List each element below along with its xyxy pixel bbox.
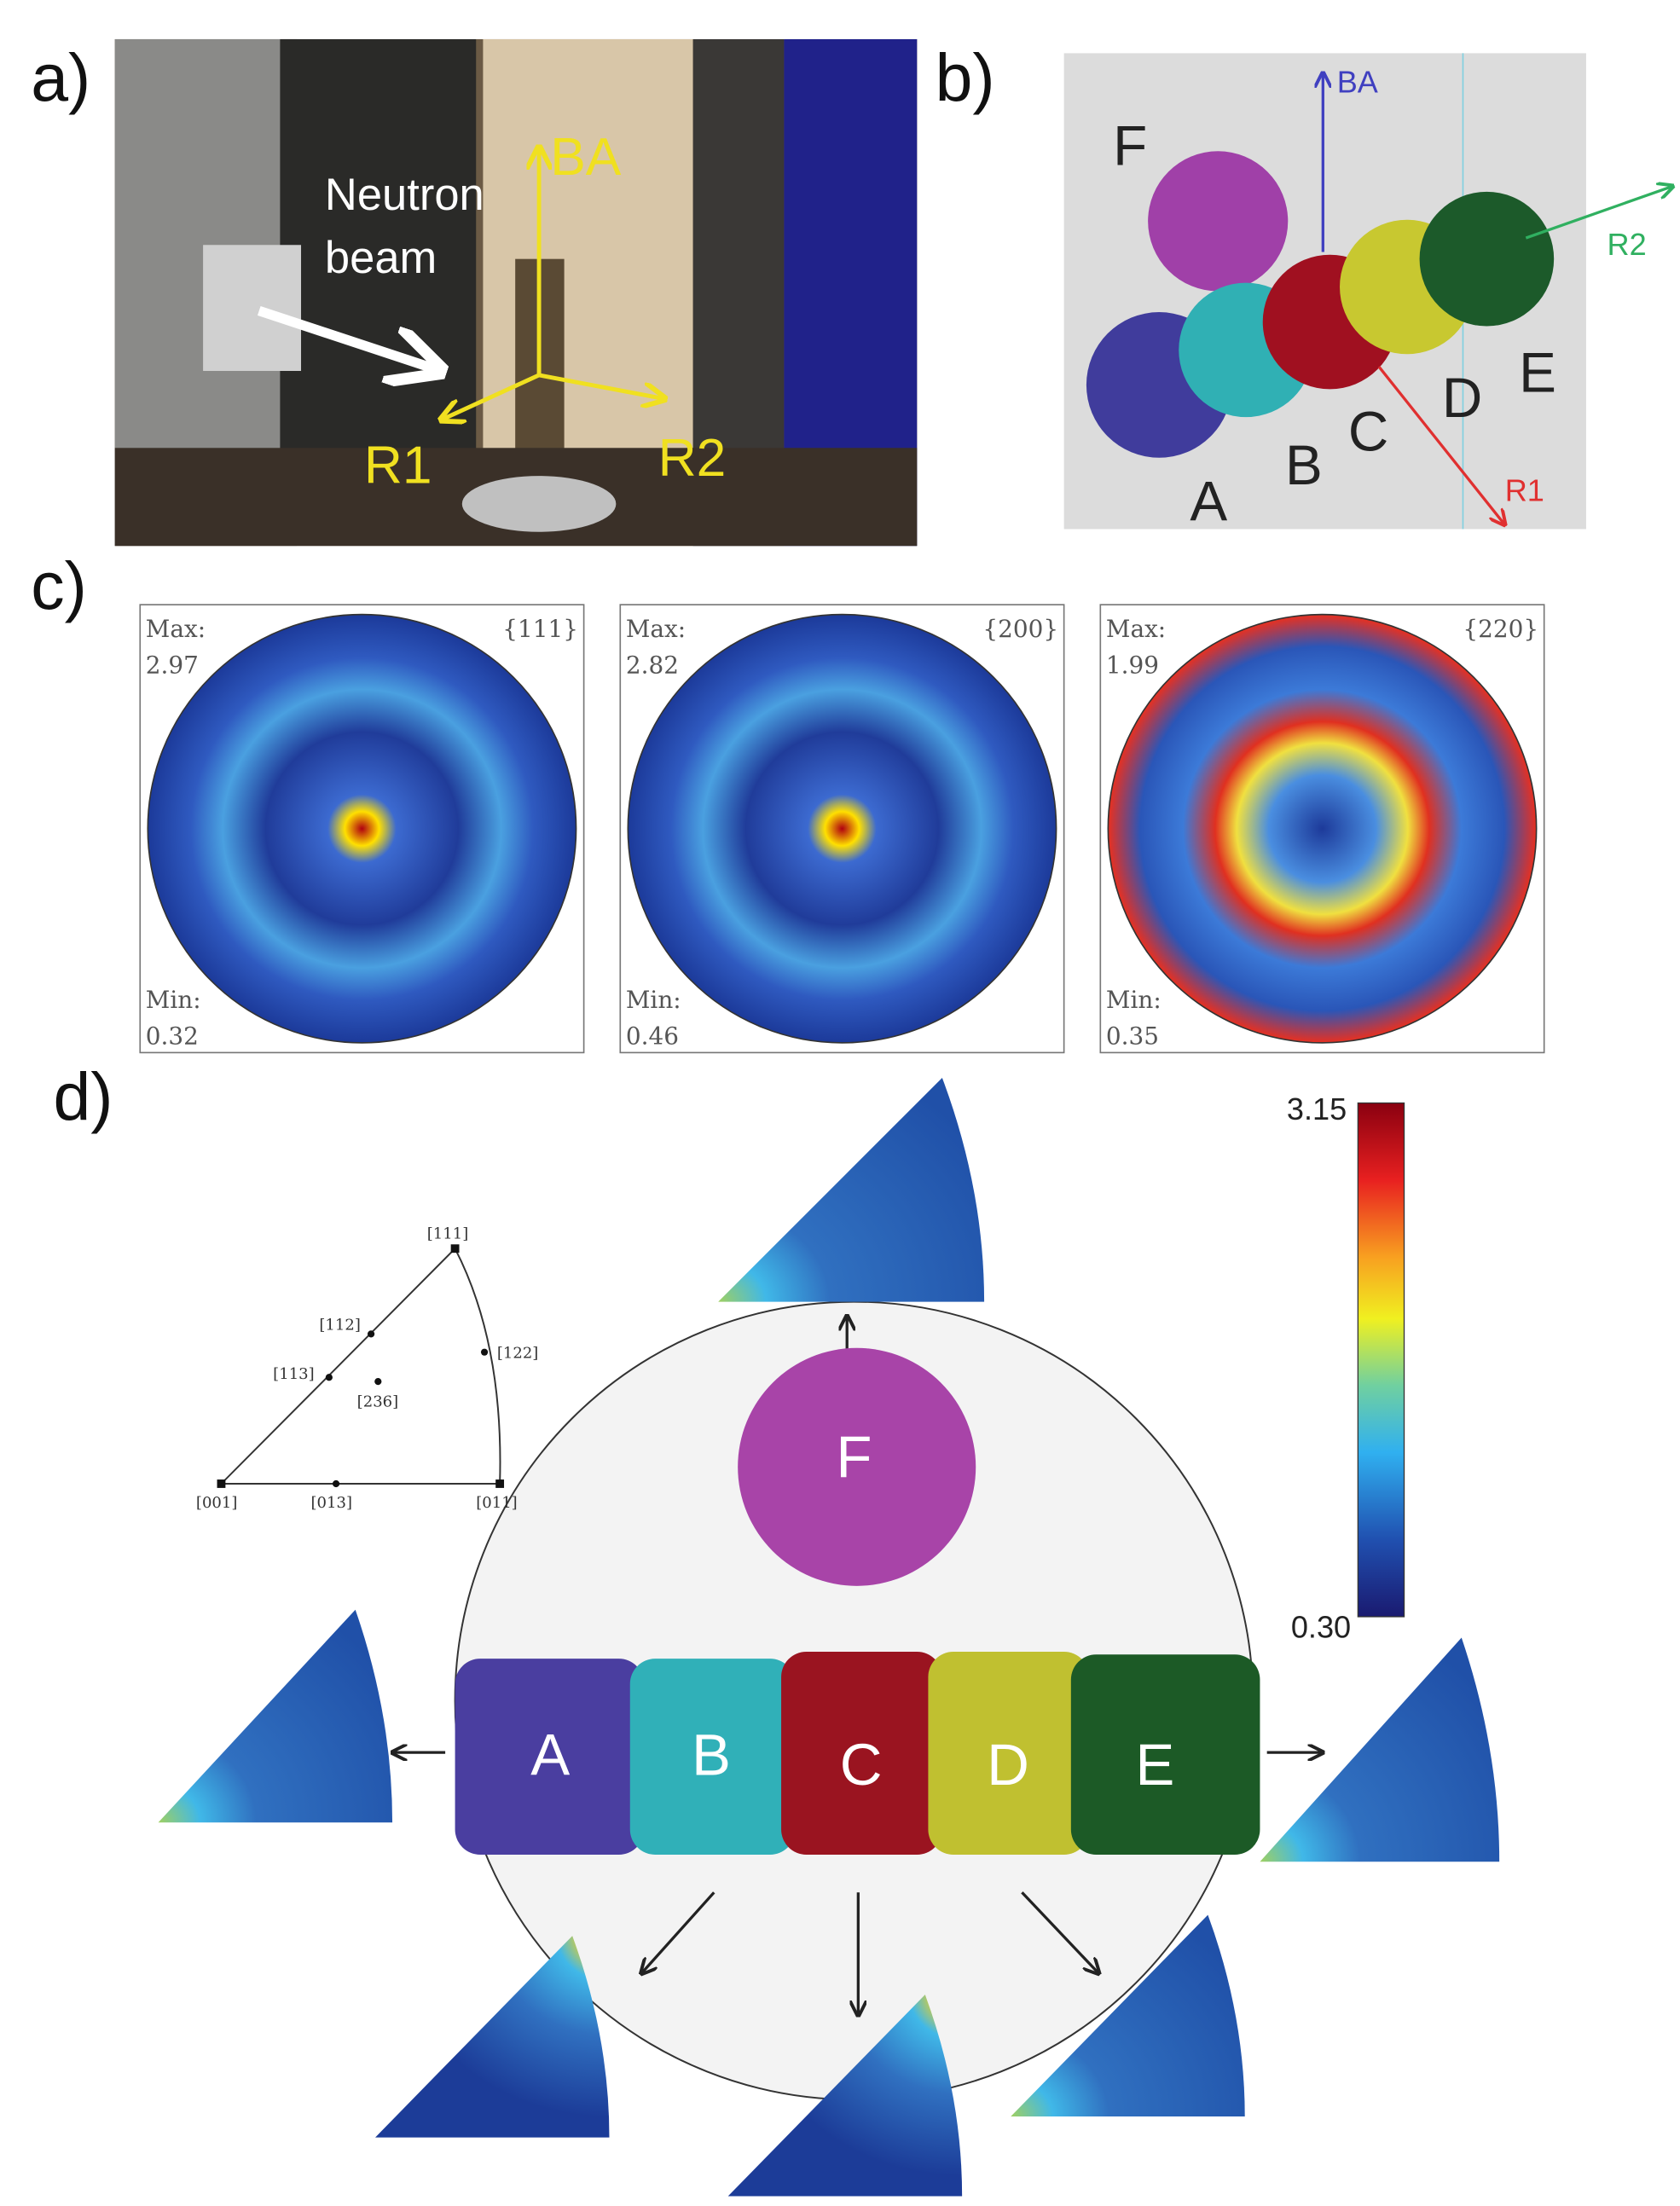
panel-label: d) — [53, 1059, 113, 1134]
max-value: 2.97 — [146, 651, 199, 680]
pole-figure — [628, 615, 1056, 1043]
key-label: [013] — [311, 1494, 353, 1512]
panel-label: b) — [936, 40, 995, 115]
photo — [115, 39, 918, 546]
annotation: beam — [325, 233, 437, 283]
cube-label: A — [530, 1722, 570, 1787]
pole-figure — [148, 615, 576, 1043]
cube-label: A — [1190, 471, 1227, 533]
max-value: 1.99 — [1106, 651, 1159, 680]
key-label: [236] — [357, 1393, 399, 1411]
cube-label: E — [1519, 342, 1556, 404]
max-value: 2.82 — [626, 651, 679, 680]
key-label: [001] — [196, 1494, 238, 1512]
cube-label: E — [1135, 1732, 1174, 1798]
max-label: Max: — [146, 615, 206, 643]
plane-label: {220} — [1463, 615, 1538, 643]
min-value: 0.46 — [626, 1022, 679, 1051]
max-label: Max: — [626, 615, 686, 643]
colorbar-label: 0.30 — [1291, 1610, 1351, 1645]
colorbar — [1358, 1103, 1404, 1617]
cube-label: F — [1113, 115, 1147, 177]
axis-label: R2 — [1608, 227, 1647, 262]
axis-label: BA — [550, 128, 622, 187]
min-label: Min: — [626, 986, 681, 1014]
axis-label: R1 — [1505, 473, 1544, 508]
figure: a) Neutron beam BA R1 R2 b) BA R2 R1 A B… — [0, 0, 1680, 2206]
key-label: [111] — [427, 1225, 469, 1243]
key-label: [113] — [273, 1365, 315, 1383]
cube-label: D — [1442, 367, 1482, 429]
cube-label: C — [1348, 401, 1388, 463]
cube-label: F — [836, 1424, 872, 1490]
axis-label: BA — [1337, 64, 1379, 99]
min-value: 0.35 — [1106, 1022, 1159, 1051]
axis-label: R2 — [658, 429, 727, 488]
min-value: 0.32 — [146, 1022, 199, 1051]
cube-label: C — [840, 1732, 883, 1798]
min-label: Min: — [146, 986, 201, 1014]
cube-label: B — [1285, 434, 1323, 496]
key-label: [112] — [319, 1316, 361, 1334]
max-label: Max: — [1106, 615, 1166, 643]
axis-label: R1 — [364, 436, 432, 495]
cube-label: D — [987, 1732, 1029, 1798]
panel-label: c) — [31, 548, 87, 623]
ipf-key — [217, 1244, 505, 1488]
cube-label: B — [692, 1722, 731, 1787]
key-label: [122] — [497, 1344, 539, 1362]
panel-label: a) — [31, 40, 90, 115]
min-label: Min: — [1106, 986, 1162, 1014]
page: {"panel_a": {"label": "a)", "annotations… — [0, 0, 1680, 2206]
plane-label: {200} — [982, 615, 1058, 643]
plane-label: {111} — [502, 615, 578, 643]
annotation: Neutron — [325, 170, 484, 220]
colorbar-label: 3.15 — [1287, 1091, 1347, 1126]
pole-figure — [1108, 615, 1536, 1043]
key-label: [011] — [476, 1494, 518, 1512]
